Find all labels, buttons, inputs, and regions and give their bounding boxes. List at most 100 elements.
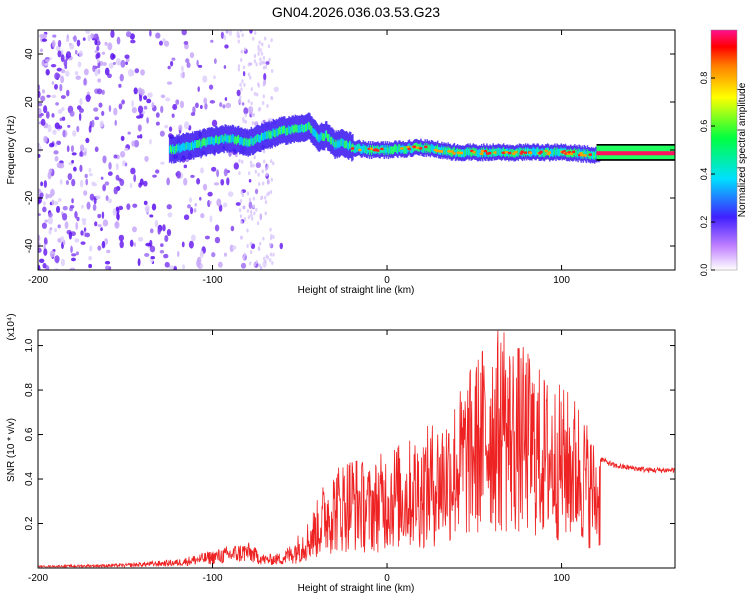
noise-blob bbox=[241, 159, 244, 164]
ridge-core bbox=[298, 124, 301, 133]
noise-blob bbox=[72, 166, 77, 172]
ridge-core bbox=[318, 134, 321, 143]
noise-blob bbox=[262, 149, 266, 154]
ridge-core bbox=[470, 149, 472, 157]
noise-blob bbox=[257, 107, 261, 112]
ridge-core bbox=[194, 140, 196, 149]
noise-blob bbox=[83, 77, 87, 86]
noise-blob bbox=[270, 38, 273, 43]
ridge-core bbox=[303, 124, 306, 133]
ridge-core bbox=[176, 143, 178, 152]
noise-blob bbox=[243, 107, 249, 115]
noise-blob bbox=[225, 30, 229, 34]
ridge-core bbox=[195, 140, 197, 149]
noise-blob bbox=[264, 64, 268, 69]
noise-blob bbox=[49, 56, 52, 61]
ridge-core bbox=[499, 148, 502, 157]
ridge-core bbox=[272, 128, 275, 136]
noise-blob bbox=[90, 33, 94, 39]
noise-blob bbox=[166, 204, 172, 210]
ridge-core bbox=[181, 143, 183, 152]
noise-blob bbox=[262, 55, 266, 60]
noise-blob bbox=[94, 116, 99, 121]
noise-blob bbox=[134, 68, 140, 74]
noise-blob bbox=[121, 99, 125, 105]
ridge-core bbox=[468, 148, 470, 157]
noise-blob bbox=[241, 193, 245, 198]
chart-title: GN04.2026.036.03.53.G23 bbox=[272, 4, 440, 20]
noise-blob bbox=[211, 119, 218, 127]
ridge-core bbox=[205, 139, 208, 148]
ridge-core bbox=[391, 146, 394, 155]
ridge-core bbox=[312, 127, 314, 136]
ridge-core bbox=[347, 142, 350, 151]
noise-blob bbox=[158, 40, 163, 46]
noise-blob bbox=[115, 163, 119, 171]
noise-blob bbox=[197, 64, 203, 68]
noise-blob bbox=[250, 106, 254, 111]
noise-blob bbox=[96, 88, 103, 95]
ridge-core bbox=[261, 132, 263, 141]
noise-blob bbox=[269, 190, 273, 195]
noise-blob bbox=[140, 69, 145, 76]
noise-blob bbox=[186, 62, 191, 68]
noise-blob bbox=[248, 178, 252, 183]
noise-blob bbox=[199, 196, 202, 201]
noise-blob bbox=[262, 100, 265, 105]
ridge-core bbox=[313, 128, 315, 137]
ridge-core bbox=[358, 143, 360, 152]
noise-blob bbox=[120, 59, 126, 68]
noise-blob bbox=[76, 39, 81, 47]
noise-blob bbox=[239, 214, 243, 219]
noise-blob bbox=[106, 249, 111, 254]
ridge-core bbox=[183, 143, 186, 151]
noise-blob bbox=[253, 59, 257, 64]
noise-blob bbox=[177, 250, 180, 258]
ridge-core bbox=[274, 130, 277, 138]
noise-blob bbox=[216, 169, 220, 178]
ridge-core bbox=[346, 141, 349, 150]
noise-blob bbox=[202, 183, 208, 191]
noise-blob bbox=[267, 117, 273, 122]
ridge-core bbox=[425, 145, 427, 154]
noise-blob bbox=[270, 233, 273, 238]
noise-blob bbox=[253, 30, 257, 35]
noise-blob bbox=[162, 224, 166, 232]
noise-blob bbox=[78, 113, 82, 121]
ridge-core bbox=[211, 136, 214, 145]
noise-blob bbox=[51, 199, 55, 206]
noise-blob bbox=[38, 213, 42, 217]
noise-blob bbox=[51, 94, 57, 99]
noise-blob bbox=[137, 124, 142, 132]
noise-blob bbox=[83, 227, 87, 232]
noise-blob bbox=[249, 241, 253, 246]
noise-blob bbox=[193, 208, 197, 213]
noise-blob bbox=[260, 196, 263, 201]
noise-blob bbox=[220, 178, 225, 186]
ridge-core bbox=[498, 148, 501, 156]
noise-blob bbox=[38, 258, 45, 263]
ridge-core bbox=[558, 148, 560, 157]
noise-blob bbox=[38, 247, 42, 253]
noise-blob bbox=[241, 102, 245, 106]
ridge-core bbox=[496, 148, 499, 157]
colorbar-tick-label: 0.0 bbox=[699, 264, 709, 277]
ridge-core bbox=[465, 148, 467, 157]
noise-blob bbox=[246, 244, 249, 249]
noise-blob bbox=[163, 253, 169, 259]
noise-blob bbox=[255, 62, 258, 67]
ridge-core bbox=[226, 135, 228, 144]
noise-blob bbox=[49, 227, 53, 231]
ridge-core bbox=[377, 145, 379, 153]
ridge-core bbox=[281, 126, 284, 135]
ridge-core bbox=[403, 146, 405, 155]
noise-blob bbox=[222, 104, 226, 109]
ridge-core bbox=[249, 138, 252, 147]
noise-blob bbox=[79, 164, 83, 173]
ridge-core bbox=[316, 132, 319, 141]
y-tick-label: -40 bbox=[24, 238, 35, 253]
noise-blob bbox=[131, 70, 135, 76]
ridge-core bbox=[256, 134, 259, 142]
ridge-core bbox=[517, 149, 520, 157]
noise-blob bbox=[79, 98, 83, 106]
